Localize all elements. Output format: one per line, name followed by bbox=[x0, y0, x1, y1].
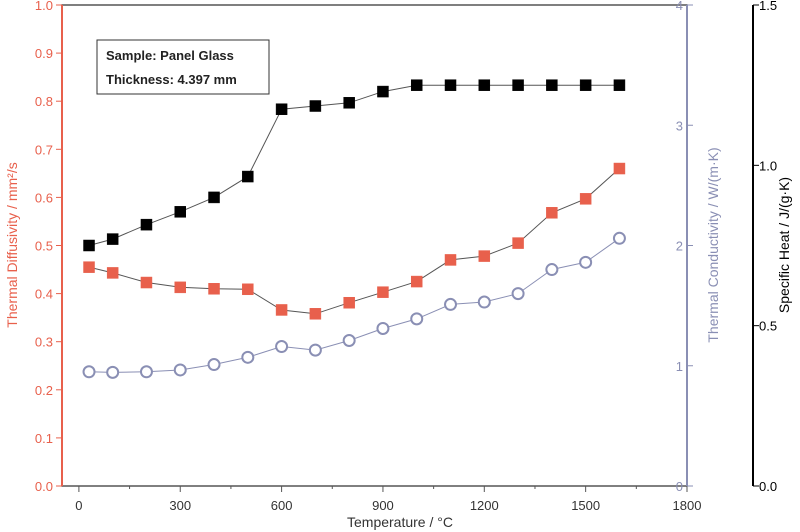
data-point-right bbox=[377, 85, 389, 98]
data-point-left bbox=[613, 162, 626, 175]
data-point-left bbox=[140, 276, 153, 289]
data-point-left bbox=[106, 267, 119, 279]
data-point-right bbox=[83, 239, 95, 252]
data-point-mid bbox=[444, 297, 458, 311]
data-point-mid bbox=[106, 365, 120, 379]
data-point-mid bbox=[139, 365, 153, 379]
data-point-mid bbox=[545, 263, 559, 277]
x-tick-label: 300 bbox=[169, 498, 191, 513]
data-point-left bbox=[309, 308, 322, 320]
x-tick-label: 600 bbox=[271, 498, 293, 513]
y-mid-tick-label: 4 bbox=[676, 0, 683, 13]
series-line-right bbox=[88, 84, 620, 246]
data-point-mid bbox=[342, 333, 356, 347]
y-left-tick-label: 0.1 bbox=[35, 431, 53, 446]
data-point-left bbox=[444, 254, 457, 266]
data-point-right bbox=[275, 103, 288, 115]
x-axis-title: Temperature / °C bbox=[347, 514, 453, 530]
data-point-left bbox=[512, 237, 524, 249]
data-point-mid bbox=[308, 343, 322, 357]
data-point-left bbox=[174, 281, 186, 294]
y-right-tick-label: 1.5 bbox=[759, 0, 777, 13]
data-point-left bbox=[275, 304, 288, 316]
annotation-sample: Sample: Panel Glass bbox=[106, 48, 234, 63]
y-mid-tick-label: 2 bbox=[676, 239, 683, 254]
data-point-right bbox=[512, 79, 524, 91]
data-point-right bbox=[106, 233, 119, 245]
y-left-tick-label: 0.6 bbox=[35, 190, 53, 205]
data-point-right bbox=[546, 79, 558, 91]
axes: 0 300 600 900 1200 1500 1800 0.0 0.1 0.2 0.3 0.4 0.5… bbox=[35, 0, 777, 513]
y-right-axis-title: Specific Heat / J/(g·K) bbox=[776, 177, 792, 313]
data-point-mid bbox=[511, 287, 525, 301]
y-right-tick-label: 0.5 bbox=[759, 319, 777, 334]
data-point-right bbox=[579, 79, 592, 91]
data-point-right bbox=[174, 206, 186, 218]
y-left-tick-label: 0.2 bbox=[35, 383, 53, 398]
data-point-left bbox=[242, 283, 254, 296]
data-point-mid bbox=[477, 295, 491, 309]
data-point-left bbox=[377, 286, 389, 298]
data-point-right bbox=[309, 100, 322, 112]
data-point-mid bbox=[275, 340, 289, 354]
y-left-tick-label: 0.4 bbox=[35, 287, 53, 302]
data-point-mid bbox=[612, 231, 626, 245]
x-tick-label: 1200 bbox=[470, 498, 499, 513]
y-right-tick-label: 0.0 bbox=[759, 479, 777, 494]
data-point-right bbox=[343, 97, 355, 109]
data-point-right bbox=[140, 218, 153, 231]
data-point-mid bbox=[410, 312, 424, 326]
data-point-left bbox=[478, 250, 491, 262]
x-tick-label: 1500 bbox=[571, 498, 600, 513]
y-mid-tick-label: 3 bbox=[676, 118, 683, 133]
data-point-mid bbox=[376, 321, 390, 335]
x-tick-label: 1800 bbox=[673, 498, 702, 513]
data-point-left bbox=[343, 296, 355, 309]
y-right-tick-label: 1.0 bbox=[759, 158, 777, 173]
data-point-mid bbox=[241, 350, 255, 364]
data-point-mid bbox=[82, 365, 96, 379]
y-mid-tick-label: 1 bbox=[676, 359, 683, 374]
series-line-left bbox=[88, 168, 620, 315]
y-mid-axis-title: Thermal Conductivity / W/(m·K) bbox=[705, 147, 721, 342]
data-point-right bbox=[410, 79, 423, 91]
data-point-right bbox=[444, 79, 457, 91]
y-mid-tick-label: 0 bbox=[676, 479, 683, 494]
y-left-tick-label: 0.0 bbox=[35, 479, 53, 494]
annotation-frame bbox=[96, 39, 270, 95]
data-point-right bbox=[478, 79, 491, 91]
data-point-mid bbox=[579, 255, 593, 269]
annotation-box: Sample: Panel Glass Thickness: 4.397 mm bbox=[96, 39, 270, 95]
y-left-tick-label: 0.7 bbox=[35, 142, 53, 157]
data-point-mid bbox=[173, 363, 187, 377]
data-point-left bbox=[208, 283, 220, 295]
y-left-tick-label: 0.8 bbox=[35, 94, 53, 109]
y-left-tick-label: 0.3 bbox=[35, 335, 53, 350]
y-left-tick-label: 0.5 bbox=[35, 239, 53, 254]
data-point-left bbox=[410, 275, 423, 288]
y-left-tick-label: 0.9 bbox=[35, 46, 53, 61]
x-tick-label: 900 bbox=[372, 498, 394, 513]
y-left-axis-title: Thermal Diffusivity / mm²/s bbox=[4, 162, 20, 327]
data-point-right bbox=[242, 170, 254, 183]
x-tick-label: 0 bbox=[75, 498, 82, 513]
annotation-thickness: Thickness: 4.397 mm bbox=[106, 72, 237, 87]
data-point-right bbox=[613, 79, 626, 91]
data-point-left bbox=[546, 207, 558, 219]
series-layer bbox=[82, 79, 626, 379]
data-point-left bbox=[83, 261, 95, 273]
data-point-mid bbox=[207, 358, 221, 372]
data-point-right bbox=[208, 191, 220, 204]
data-point-left bbox=[579, 193, 592, 205]
y-left-tick-label: 1.0 bbox=[35, 0, 53, 13]
